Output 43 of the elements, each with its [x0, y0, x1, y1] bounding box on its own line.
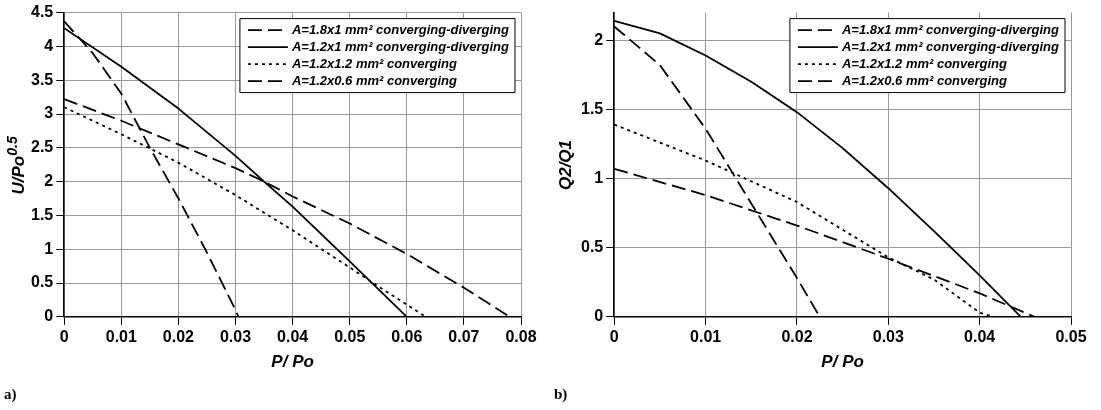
legend-label: A=1.2x0.6 mm² converging — [840, 72, 1008, 88]
y-tick-label: 1 — [44, 239, 54, 257]
y-tick-label: 2 — [594, 30, 604, 48]
x-tick-label: 0.04 — [964, 327, 996, 345]
y-tick-label: 1.5 — [580, 99, 604, 117]
text: a) — [4, 386, 17, 403]
x-tick-label: 0.01 — [105, 327, 138, 345]
x-tick-label: 0.03 — [219, 327, 252, 345]
legend-label: A=1.2x0.6 mm² converging — [290, 72, 458, 88]
x-tick-label: 0 — [59, 327, 69, 345]
x-tick-label: 0.03 — [872, 327, 904, 345]
x-axis-title: P/ Po — [820, 352, 865, 372]
x-axis-title: P/ Po — [270, 352, 315, 372]
y-tick-label: 3.5 — [30, 70, 54, 88]
legend-label: A=1.2x1 mm² converging-diverging — [840, 38, 1060, 54]
legend-label: A=1.8x1 mm² converging-diverging — [290, 21, 510, 37]
x-tick-label: 0.05 — [1055, 327, 1087, 345]
y-tick-label: 4 — [44, 36, 54, 54]
y-tick-label: 2 — [44, 172, 54, 190]
y-tick-label: 1.5 — [30, 205, 54, 223]
y-tick-label: 2.5 — [30, 138, 54, 156]
y-axis-title: Q2/Q1 — [556, 139, 576, 191]
x-tick-label: 0 — [609, 327, 619, 345]
text: b) — [554, 386, 568, 403]
x-tick-label: 0.04 — [277, 327, 309, 345]
y-tick-label: 0 — [44, 307, 54, 325]
legend-label: A=1.8x1 mm² converging-diverging — [840, 21, 1060, 37]
y-tick-label: 0.5 — [30, 273, 54, 291]
x-tick-label: 0.07 — [448, 327, 480, 345]
x-tick-label: 0.06 — [391, 327, 423, 345]
y-tick-label: 1 — [594, 168, 604, 186]
x-tick-label: 0.01 — [690, 327, 722, 345]
x-tick-label: 0.02 — [162, 327, 195, 345]
y-tick-label: 3 — [44, 104, 54, 122]
y-tick-label: 4.5 — [30, 3, 54, 21]
x-tick-label: 0.08 — [505, 327, 537, 345]
x-tick-label: 0.05 — [334, 327, 366, 345]
y-tick-label: 0 — [594, 307, 604, 325]
x-tick-label: 0.02 — [781, 327, 813, 345]
legend-label: A=1.2x1.2 mm² converging — [290, 55, 458, 71]
y-tick-label: 0.5 — [580, 238, 604, 256]
legend-label: A=1.2x1.2 mm² converging — [840, 55, 1008, 71]
legend-label: A=1.2x1 mm² converging-diverging — [290, 38, 510, 54]
